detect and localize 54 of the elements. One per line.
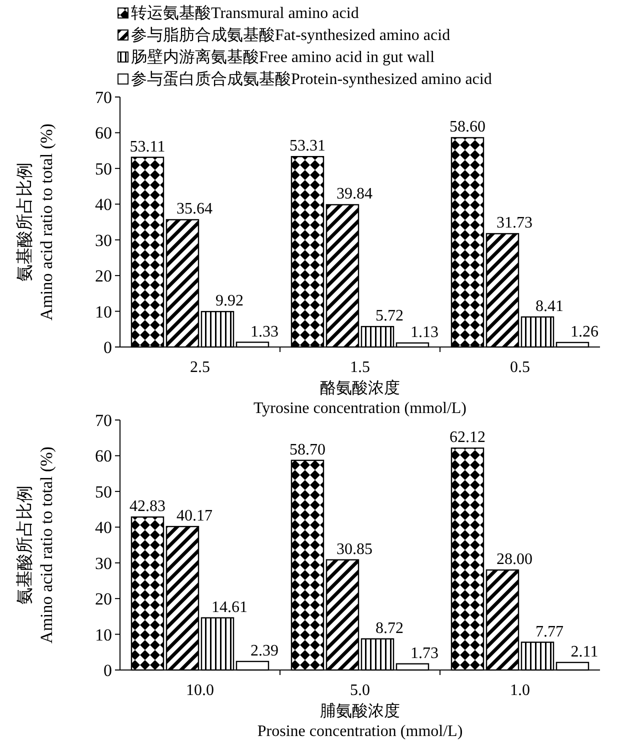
y-tick-label: 20 (95, 590, 112, 609)
x-tick-label: 2.5 (190, 359, 210, 376)
data-label: 28.00 (496, 551, 532, 568)
data-label: 42.83 (130, 498, 166, 516)
x-tick-label: 0.5 (510, 359, 530, 376)
y-tick-label: 70 (95, 88, 112, 107)
data-label: 7.77 (536, 623, 564, 640)
x-tick-label: 1.0 (510, 682, 530, 699)
x-axis-title: 酪氨酸浓度 Tyrosine concentration (mmol/L) (253, 379, 467, 417)
y-tick-label: 60 (95, 124, 112, 143)
data-label: 2.39 (250, 642, 278, 660)
data-label: 9.92 (216, 292, 244, 310)
x-tick-label: 10.0 (186, 682, 214, 699)
data-label: 58.60 (450, 118, 486, 136)
y-tick-label: 70 (95, 411, 112, 430)
data-label: 2.11 (570, 643, 598, 660)
y-tick-label: 10 (95, 625, 112, 644)
y-axis-title: 氨基酸所占比例 Amino acid ratio to total (%) (15, 124, 56, 320)
data-label: 1.13 (410, 324, 438, 341)
y-tick-label: 40 (95, 195, 112, 214)
data-label: 39.84 (336, 186, 372, 203)
data-label: 58.70 (290, 441, 326, 458)
y-tick-label: 60 (95, 446, 112, 466)
legend-label: 转运氨基酸Transmural amino acid (131, 4, 359, 22)
legend-label: 参与蛋白质合成氨基酸Protein-synthesized amino acid (131, 70, 492, 88)
y-tick-label: 50 (95, 482, 112, 502)
data-label: 1.33 (250, 323, 278, 340)
data-label: 8.41 (536, 298, 564, 315)
data-label: 53.31 (290, 138, 326, 155)
y-tick-label: 0 (104, 661, 112, 680)
x-tick-label: 5.0 (350, 682, 370, 699)
legend-label: 肠壁内游离氨基酸Free amino acid in gut wall (131, 48, 436, 66)
data-label: 35.64 (176, 200, 212, 218)
x-tick-label: 1.5 (350, 359, 370, 376)
y-tick-label: 20 (95, 266, 112, 286)
data-label: 31.73 (496, 214, 532, 232)
data-label: 53.11 (130, 138, 166, 156)
data-label: 40.17 (176, 508, 212, 525)
data-label: 8.72 (376, 620, 404, 637)
y-tick-label: 0 (104, 338, 112, 357)
y-tick-label: 30 (95, 230, 112, 250)
y-tick-label: 30 (95, 554, 112, 573)
data-label: 1.26 (570, 324, 598, 340)
data-label: 14.61 (212, 598, 248, 616)
data-label: 5.72 (376, 308, 404, 325)
legend-label: 参与脂肪合成氨基酸Fat-synthesized amino acid (131, 26, 450, 44)
x-axis-title: 脯氨酸浓度 Prosine concentration (mmol/L) (257, 702, 463, 740)
data-label: 1.73 (410, 644, 438, 662)
y-tick-label: 50 (95, 159, 112, 178)
y-tick-label: 40 (95, 518, 112, 538)
data-label: 30.85 (336, 540, 372, 558)
y-axis-title: 氨基酸所占比例 Amino acid ratio to total (%) (15, 446, 56, 644)
y-tick-label: 10 (95, 302, 112, 322)
data-label: 62.12 (450, 429, 486, 446)
